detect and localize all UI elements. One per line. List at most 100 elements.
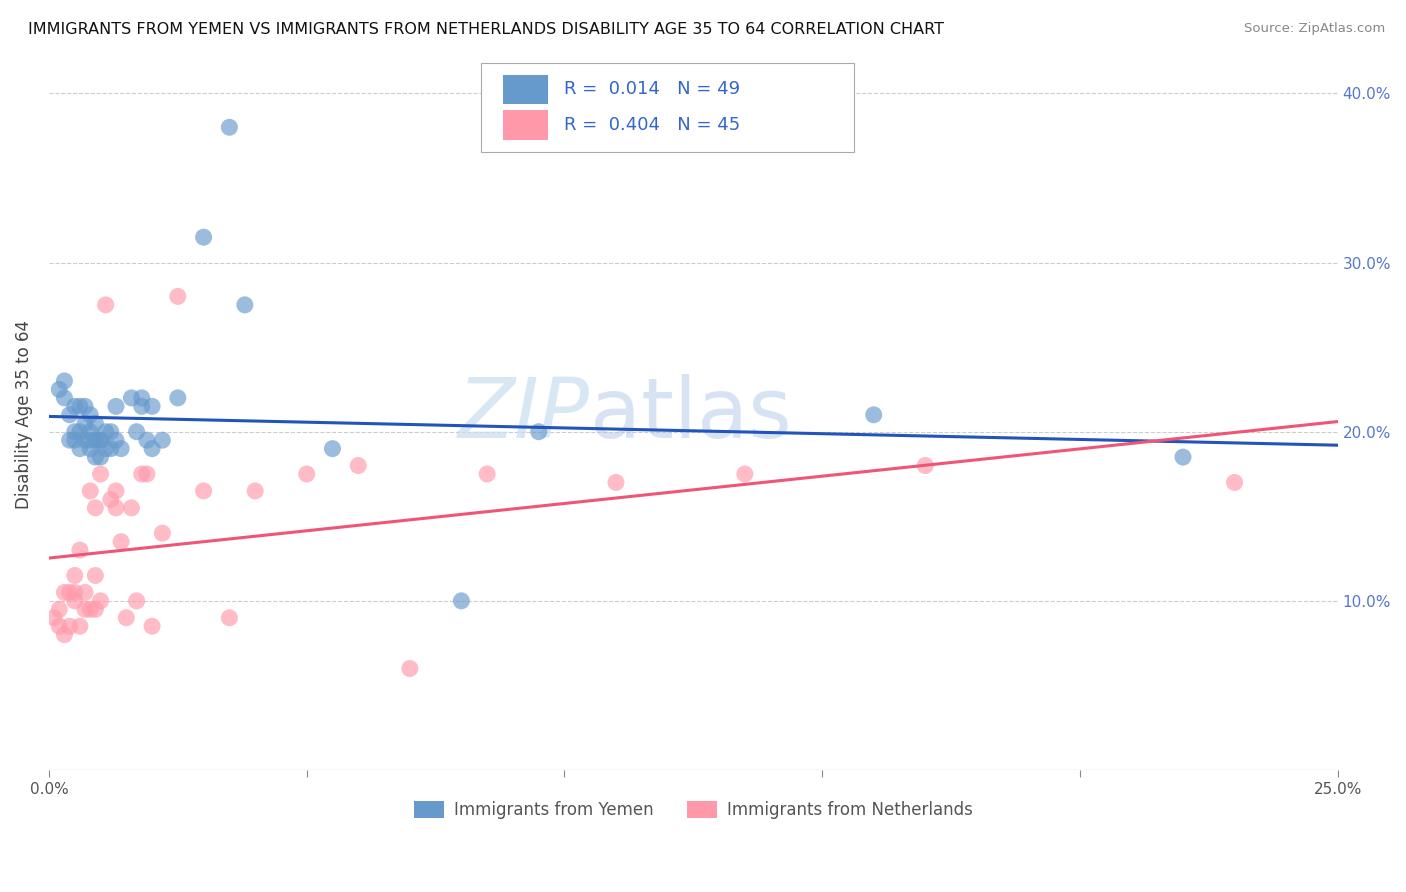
Point: [53, 585, 76, 599]
Point: [79, 425, 101, 439]
Point: [79, 433, 101, 447]
Point: [131, 467, 153, 481]
Point: [218, 120, 240, 135]
Point: [58, 408, 80, 422]
Point: [110, 534, 132, 549]
Point: [862, 408, 884, 422]
Text: ZIP: ZIP: [458, 375, 591, 455]
Point: [53, 628, 76, 642]
Point: [42, 611, 65, 625]
Point: [48, 619, 70, 633]
Legend: Immigrants from Yemen, Immigrants from Netherlands: Immigrants from Yemen, Immigrants from N…: [408, 794, 980, 826]
Point: [141, 442, 163, 456]
Point: [1171, 450, 1194, 464]
Point: [63, 425, 86, 439]
Point: [150, 526, 173, 541]
Text: Source: ZipAtlas.com: Source: ZipAtlas.com: [1244, 22, 1385, 36]
Point: [73, 400, 96, 414]
Point: [141, 619, 163, 633]
Point: [193, 483, 215, 498]
Point: [84, 417, 107, 431]
Point: [84, 602, 107, 616]
Point: [63, 594, 86, 608]
Point: [115, 611, 138, 625]
Point: [1223, 475, 1246, 490]
Point: [58, 619, 80, 633]
Point: [73, 433, 96, 447]
Point: [295, 467, 318, 481]
Point: [79, 408, 101, 422]
Point: [243, 483, 266, 498]
FancyBboxPatch shape: [502, 110, 548, 140]
Point: [69, 442, 91, 456]
Point: [100, 425, 122, 439]
Point: [84, 500, 107, 515]
Point: [193, 230, 215, 244]
Point: [53, 391, 76, 405]
Text: atlas: atlas: [591, 375, 792, 455]
Point: [79, 483, 101, 498]
Point: [63, 585, 86, 599]
Point: [79, 442, 101, 456]
Point: [84, 433, 107, 447]
Point: [94, 442, 117, 456]
Point: [63, 400, 86, 414]
Point: [166, 391, 188, 405]
FancyBboxPatch shape: [481, 63, 855, 152]
Point: [110, 442, 132, 456]
Point: [475, 467, 498, 481]
Point: [79, 602, 101, 616]
Y-axis label: Disability Age 35 to 64: Disability Age 35 to 64: [15, 320, 32, 509]
Point: [104, 400, 127, 414]
Point: [94, 298, 117, 312]
FancyBboxPatch shape: [502, 75, 548, 104]
Point: [347, 458, 370, 473]
Point: [48, 602, 70, 616]
Point: [166, 289, 188, 303]
Point: [58, 433, 80, 447]
Point: [100, 492, 122, 507]
Text: R =  0.404   N = 45: R = 0.404 N = 45: [564, 116, 741, 134]
Point: [233, 298, 256, 312]
Point: [48, 383, 70, 397]
Point: [69, 619, 91, 633]
Point: [135, 433, 157, 447]
Text: R =  0.014   N = 49: R = 0.014 N = 49: [564, 80, 741, 98]
Text: IMMIGRANTS FROM YEMEN VS IMMIGRANTS FROM NETHERLANDS DISABILITY AGE 35 TO 64 COR: IMMIGRANTS FROM YEMEN VS IMMIGRANTS FROM…: [28, 22, 943, 37]
Point: [527, 425, 550, 439]
Point: [63, 433, 86, 447]
Point: [104, 483, 127, 498]
Point: [131, 400, 153, 414]
Point: [89, 433, 111, 447]
Point: [94, 425, 117, 439]
Point: [125, 594, 148, 608]
Point: [914, 458, 936, 473]
Point: [58, 585, 80, 599]
Point: [84, 450, 107, 464]
Point: [89, 594, 111, 608]
Point: [69, 543, 91, 558]
Point: [141, 400, 163, 414]
Point: [63, 568, 86, 582]
Point: [73, 602, 96, 616]
Point: [84, 433, 107, 447]
Point: [135, 467, 157, 481]
Point: [120, 391, 142, 405]
Point: [104, 500, 127, 515]
Point: [73, 417, 96, 431]
Point: [605, 475, 627, 490]
Point: [120, 500, 142, 515]
Point: [450, 594, 472, 608]
Point: [89, 450, 111, 464]
Point: [150, 433, 173, 447]
Point: [84, 568, 107, 582]
Point: [398, 661, 420, 675]
Point: [73, 585, 96, 599]
Point: [69, 400, 91, 414]
Point: [125, 425, 148, 439]
Point: [218, 611, 240, 625]
Point: [89, 467, 111, 481]
Point: [69, 425, 91, 439]
Point: [734, 467, 756, 481]
Point: [53, 374, 76, 388]
